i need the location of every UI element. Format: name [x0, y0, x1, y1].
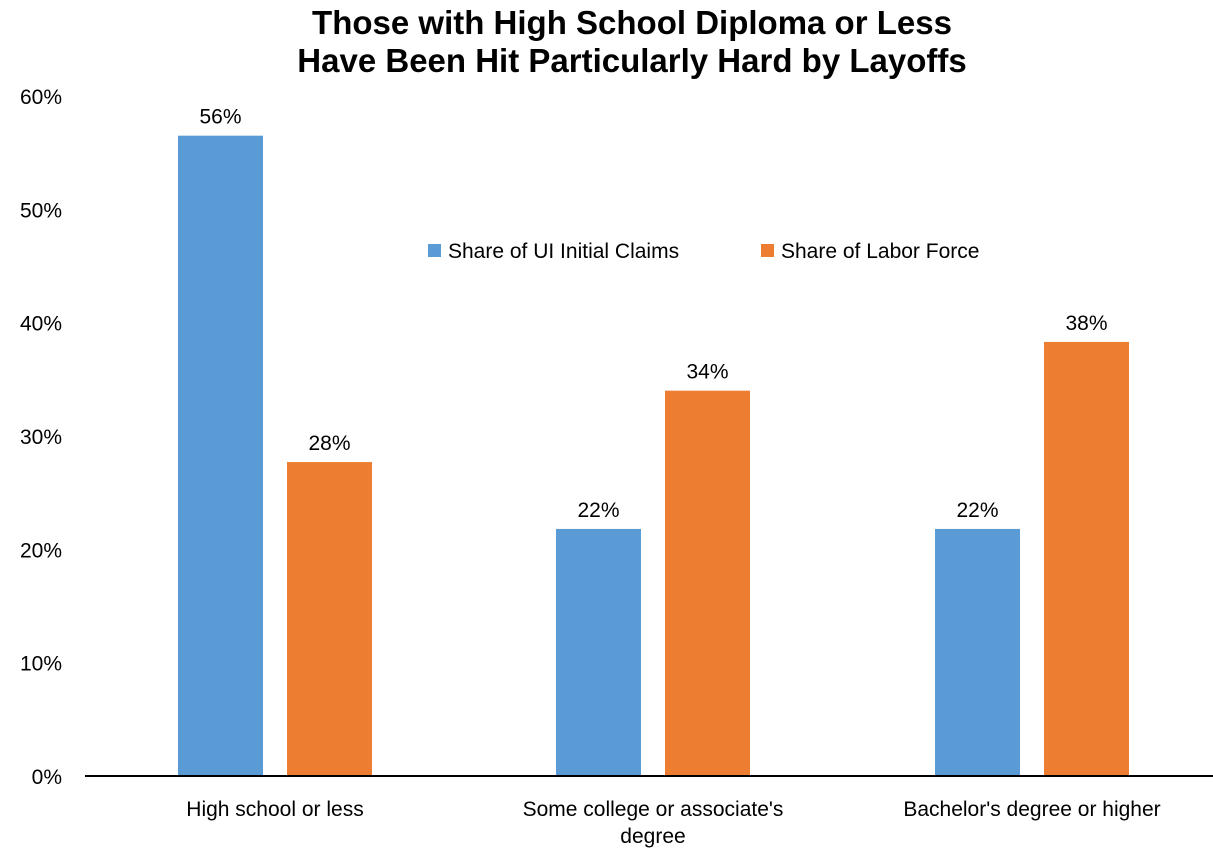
data-label: 56% [199, 106, 241, 129]
y-tick-label: 0% [32, 766, 62, 789]
x-category-label: High school or less [186, 798, 363, 821]
chart-title-line-2: Have Been Hit Particularly Hard by Layof… [297, 42, 966, 79]
bar-series-2-cat-3 [1044, 341, 1129, 776]
data-label: 34% [686, 361, 728, 384]
bar-series-1-cat-2 [556, 528, 641, 776]
data-label: 22% [956, 499, 998, 522]
y-tick-label: 40% [20, 313, 62, 336]
y-tick-label: 50% [20, 199, 62, 222]
y-tick-label: 60% [20, 86, 62, 109]
bar-series-1-cat-3 [935, 528, 1020, 776]
y-tick-label: 10% [20, 653, 62, 676]
bar-series-2-cat-1 [287, 462, 372, 776]
legend-swatch-1 [428, 244, 441, 257]
x-category-label: Bachelor's degree or higher [903, 798, 1160, 821]
chart-title-line-1: Those with High School Diploma or Less [312, 4, 952, 41]
y-tick-label: 20% [20, 539, 62, 562]
bar-series-2-cat-2 [665, 390, 750, 776]
bar-series-1-cat-1 [178, 135, 263, 776]
x-category-label: degree [620, 825, 685, 848]
legend-label-1: Share of UI Initial Claims [448, 240, 679, 263]
data-label: 22% [577, 499, 619, 522]
x-category-label: Some college or associate's [523, 798, 784, 821]
data-label: 28% [308, 432, 350, 455]
data-label: 38% [1065, 312, 1107, 335]
legend-swatch-2 [761, 244, 774, 257]
legend-label-2: Share of Labor Force [781, 240, 979, 263]
y-tick-label: 30% [20, 426, 62, 449]
